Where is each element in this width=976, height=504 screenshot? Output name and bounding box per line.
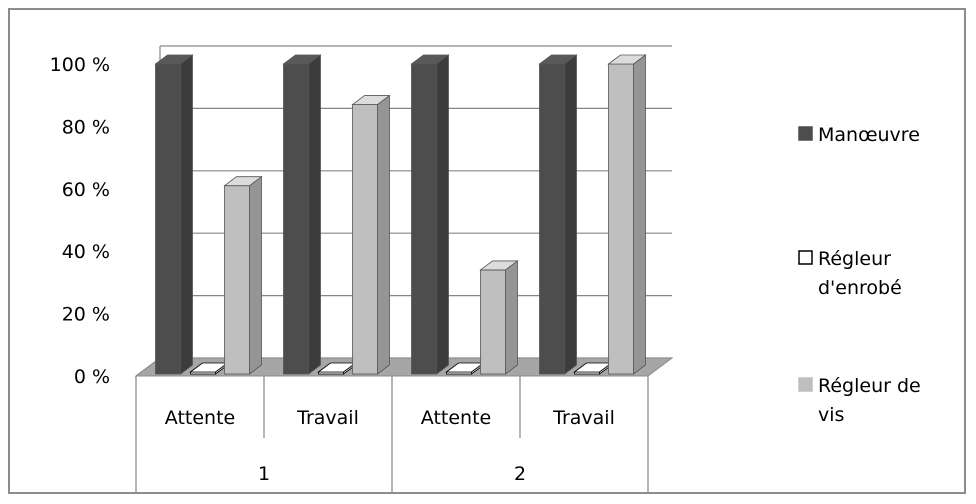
bar (410, 54, 450, 375)
bar-top (351, 95, 391, 105)
y-tick-label: 100 % (50, 54, 110, 76)
legend-swatch (798, 126, 813, 141)
x-tick-label: Travail (296, 407, 359, 429)
group-label: 2 (514, 463, 526, 485)
y-tick-label: 0 % (74, 366, 110, 388)
bar-front (352, 104, 378, 375)
bar (479, 260, 519, 375)
bar-front (480, 269, 506, 375)
bar-front (155, 63, 181, 375)
bar-side (633, 54, 646, 375)
x-tick-label: Attente (165, 407, 235, 429)
bar-front (608, 63, 634, 375)
bar-top (154, 54, 194, 65)
bar (282, 54, 322, 375)
bar (351, 94, 391, 375)
bar-front (224, 185, 250, 375)
bar-side (436, 54, 449, 375)
legend-label: Régleur de (818, 375, 921, 397)
x-tick-label: Attente (421, 407, 491, 429)
x-tick-label: Travail (552, 407, 615, 429)
legend-swatch (798, 250, 813, 265)
legend-swatch (798, 377, 813, 392)
bar-side (249, 175, 262, 375)
bar-side (377, 94, 390, 375)
y-tick-label: 20 % (62, 304, 110, 326)
bar (607, 54, 647, 375)
y-tick-label: 40 % (62, 241, 110, 263)
legend-label: Régleur (818, 248, 891, 270)
y-tick-label: 80 % (62, 116, 110, 138)
legend-label: vis (818, 404, 844, 426)
bar-side (308, 54, 321, 375)
bar-front (539, 63, 565, 375)
legend-label: Manœuvre (818, 124, 920, 146)
bar-top (538, 54, 578, 65)
bar-side (564, 54, 577, 375)
bar (154, 54, 194, 375)
bar-side (180, 54, 193, 375)
bar-top (282, 54, 322, 65)
bar-front (283, 63, 309, 375)
bar-top (479, 260, 519, 271)
bar (317, 362, 357, 375)
bar-top (410, 54, 450, 65)
bar (223, 175, 263, 375)
group-label: 1 (258, 463, 270, 485)
bar-top (223, 176, 263, 187)
legend-label: d'enrobé (818, 277, 902, 299)
y-tick-label: 60 % (62, 179, 110, 201)
bar-front (411, 63, 437, 375)
bar (573, 362, 613, 375)
bar-side (505, 260, 518, 375)
bar-top (607, 54, 647, 65)
bar (538, 54, 578, 375)
